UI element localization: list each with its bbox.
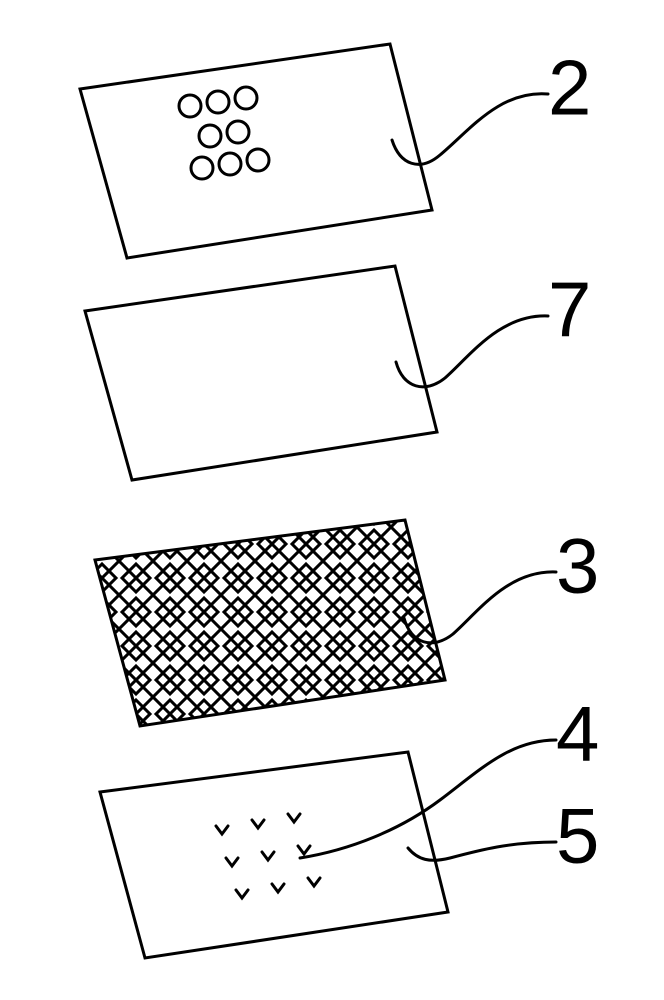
- callout-label: 4: [556, 690, 599, 778]
- callout-label: 7: [548, 266, 591, 354]
- layer-hatch: 3: [95, 520, 599, 726]
- callout-label: 5: [556, 792, 599, 880]
- callout-label: 2: [548, 44, 591, 132]
- callout-label: 3: [556, 522, 599, 610]
- layer-top: 2: [80, 44, 591, 258]
- layer-dots: 4: [100, 690, 599, 958]
- layer-blank: 7: [85, 266, 591, 480]
